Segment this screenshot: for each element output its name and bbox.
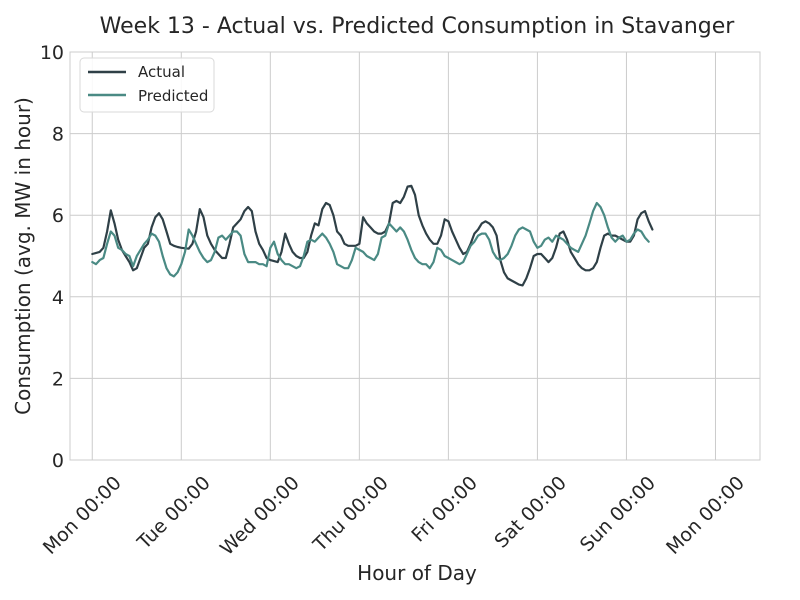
x-tick-label: Sun 00:00 [576,472,660,556]
series-line-actual [91,184,654,287]
y-tick-labels: 0 2 4 6 8 10 [40,42,64,472]
chart-title: Week 13 - Actual vs. Predicted Consumpti… [100,14,736,39]
series-layer [91,184,654,287]
y-tick-label: 2 [52,368,64,390]
x-tick-label: Tue 00:00 [133,472,215,554]
x-tick-label: Mon 00:00 [662,472,749,559]
plot-frame [69,51,761,461]
x-tick-label: Mon 00:00 [39,472,126,559]
y-axis-label: Consumption (avg. MW in hour) [11,97,35,415]
y-tick-label: 4 [52,287,64,309]
x-axis-label: Hour of Day [357,561,477,585]
y-tick-label: 8 [52,124,64,146]
x-tick-labels: Mon 00:00 Tue 00:00 Wed 00:00 Thu 00:00 Fri … [39,472,749,560]
y-tick-label: 0 [52,450,64,472]
series-line-predicted [91,201,650,278]
x-tick-label: Thu 00:00 [308,472,392,556]
x-tick-label: Fri 00:00 [407,472,482,547]
x-tick-label: Sat 00:00 [490,472,571,553]
legend-label-predicted: Predicted [138,87,208,105]
y-tick-label: 10 [40,42,64,64]
y-tick-label: 6 [52,205,64,227]
legend: Actual Predicted [79,57,215,113]
legend-label-actual: Actual [138,63,185,81]
x-tick-label: Wed 00:00 [216,472,304,560]
